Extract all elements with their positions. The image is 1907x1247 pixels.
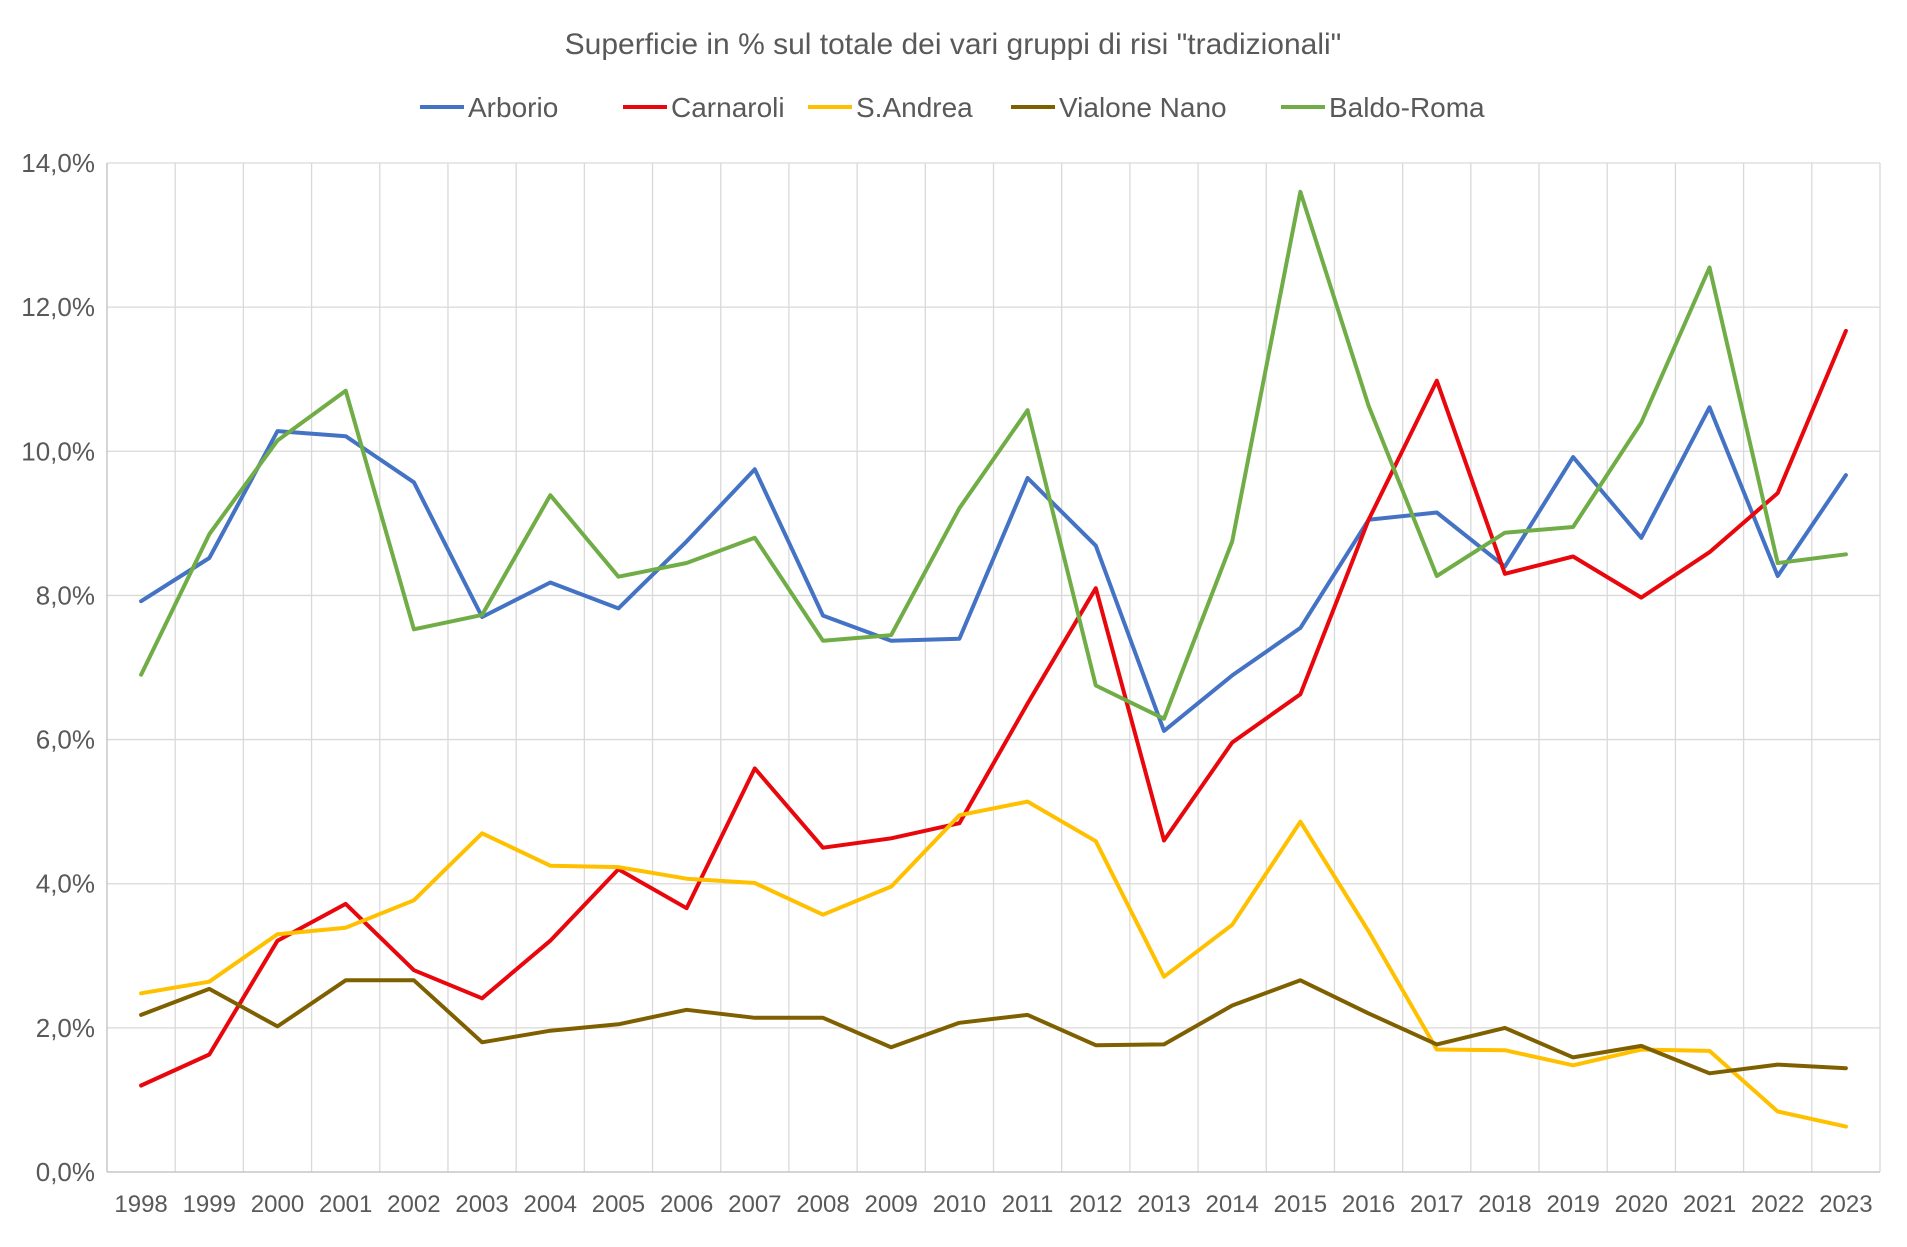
y-axis: 0,0% 2,0% 4,0% 6,0% 8,0% 10,0% 12,0% 14,0% (21, 148, 108, 1187)
x-tick-label: 2015 (1274, 1191, 1327, 1218)
x-tick-label: 1998 (114, 1191, 167, 1218)
x-tick-label: 2021 (1683, 1191, 1736, 1218)
series-line-arborio (139, 405, 1848, 733)
y-tick-label: 8,0% (36, 580, 95, 610)
x-tick-label: 2018 (1478, 1191, 1531, 1218)
x-tick-label: 2009 (865, 1191, 918, 1218)
grid (107, 162, 1881, 1173)
x-tick-label: 2019 (1546, 1191, 1599, 1218)
series-line-baldo-roma (139, 189, 1848, 721)
legend: Arborio Carnaroli S.Andrea Vialone Nano Bald… (420, 92, 1485, 123)
x-tick-label: 2011 (1002, 1191, 1054, 1218)
legend-label-arborio: Arborio (468, 92, 558, 123)
y-tick-label: 10,0% (21, 436, 95, 466)
series-line-carnaroli (139, 328, 1848, 1088)
y-tick-label: 12,0% (21, 292, 95, 322)
series-lines (139, 189, 1848, 1129)
legend-label-vialone-nano: Vialone Nano (1059, 92, 1227, 123)
y-tick-label: 0,0% (36, 1157, 95, 1187)
x-tick-label: 2001 (319, 1191, 372, 1218)
x-tick-label: 1999 (183, 1191, 236, 1218)
x-tick-label: 2012 (1069, 1191, 1122, 1218)
series-line-s-andrea (139, 799, 1848, 1129)
legend-label-baldo-roma: Baldo-Roma (1329, 92, 1485, 123)
x-tick-label: 2010 (933, 1191, 986, 1218)
x-tick-label: 2013 (1137, 1191, 1190, 1218)
x-tick-label: 2016 (1342, 1191, 1395, 1218)
legend-label-s-andrea: S.Andrea (856, 92, 973, 123)
x-tick-label: 2006 (660, 1191, 713, 1218)
x-tick-label: 2003 (455, 1191, 508, 1218)
y-tick-label: 2,0% (36, 1013, 95, 1043)
x-axis: 1998 1999 2000 2001 2002 2003 2004 2005 2006 2007… (107, 1171, 1880, 1218)
x-tick-label: 2020 (1615, 1191, 1668, 1218)
x-tick-label: 2008 (796, 1191, 849, 1218)
x-tick-label: 2005 (592, 1191, 645, 1218)
x-tick-label: 2000 (251, 1191, 304, 1218)
x-tick-label: 2023 (1819, 1191, 1872, 1218)
y-tick-label: 14,0% (21, 148, 95, 178)
y-tick-label: 4,0% (36, 869, 95, 899)
x-tick-label: 2014 (1205, 1191, 1258, 1218)
x-tick-label: 2002 (387, 1191, 440, 1218)
legend-label-carnaroli: Carnaroli (671, 92, 785, 123)
x-tick-label: 2007 (728, 1191, 781, 1218)
x-tick-label: 2017 (1410, 1191, 1463, 1218)
y-tick-label: 6,0% (36, 725, 95, 755)
x-tick-label: 2004 (524, 1191, 577, 1218)
series-line-vialone-nano (139, 978, 1848, 1076)
x-tick-label: 2022 (1751, 1191, 1804, 1218)
chart-title: Superficie in % sul totale dei vari grup… (565, 28, 1342, 61)
